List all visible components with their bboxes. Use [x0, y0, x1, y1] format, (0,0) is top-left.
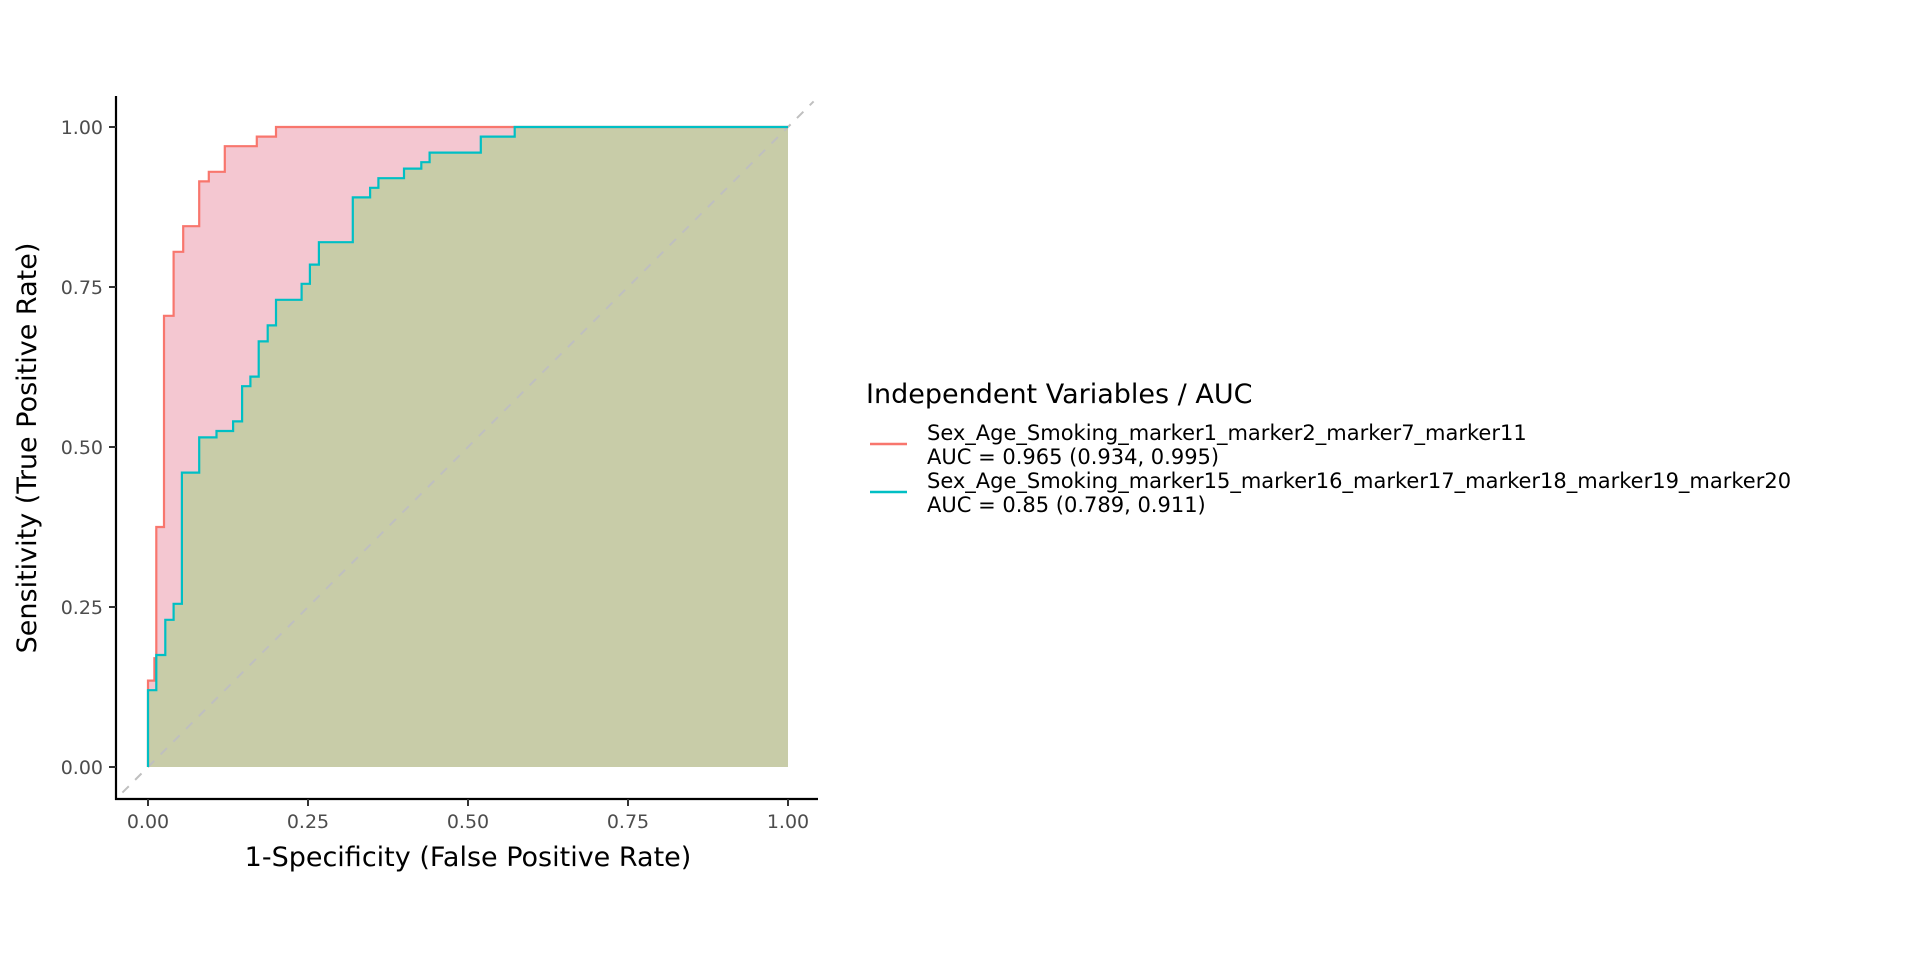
- legend-series-name: Sex_Age_Smoking_marker1_marker2_marker7_…: [927, 421, 1527, 446]
- legend-title: Independent Variables / AUC: [866, 379, 1252, 410]
- diagonal-reference-line: [121, 100, 815, 794]
- y-tick-label: 0.75: [61, 277, 103, 299]
- x-tick-label: 0.25: [287, 811, 329, 833]
- y-tick-label: 1.00: [61, 117, 103, 139]
- roc-curve-series-2: [146, 125, 788, 767]
- x-axis-title: 1-Specificity (False Positive Rate): [245, 842, 692, 873]
- legend-series-name: Sex_Age_Smoking_marker15_marker16_marker…: [927, 469, 1791, 494]
- legend-series-auc: AUC = 0.85 (0.789, 0.911): [927, 493, 1206, 517]
- y-axis-title: Sensitivity (True Positive Rate): [12, 243, 43, 654]
- legend-series-auc: AUC = 0.965 (0.934, 0.995): [927, 445, 1219, 469]
- roc-curves: [146, 125, 788, 767]
- x-tick-label: 0.50: [447, 811, 489, 833]
- x-tick-label: 0.75: [607, 811, 649, 833]
- axes: 0.00 0.25 0.50 0.75 1.00 0.00 0.25 0.50 0.75 1.00: [61, 96, 818, 833]
- y-tick-label: 0.25: [61, 597, 103, 619]
- y-tick-label: 0.00: [61, 757, 103, 779]
- legend: Independent Variables / AUC Sex_Age_Smok…: [866, 379, 1791, 517]
- legend-items: Sex_Age_Smoking_marker1_marker2_marker7_…: [870, 421, 1791, 517]
- y-tick-label: 0.50: [61, 437, 103, 459]
- x-tick-label: 1.00: [767, 811, 809, 833]
- x-tick-label: 0.00: [127, 811, 169, 833]
